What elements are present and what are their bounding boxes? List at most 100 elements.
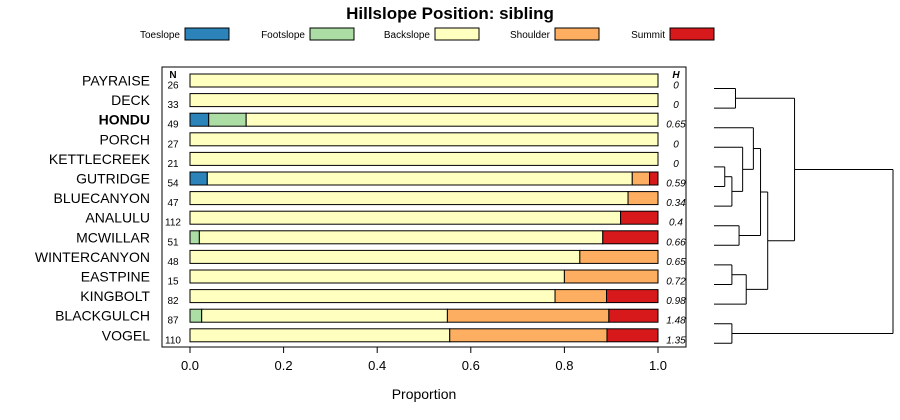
bar-segment-blackgulch-backslope [201, 308, 448, 323]
legend-swatch-backslope [434, 27, 480, 41]
row-label-wintercanyon: WINTERCANYON [35, 249, 150, 265]
bar-segment-gutridge-toeslope [189, 171, 208, 186]
row-n-gutridge: 54 [167, 179, 179, 190]
x-tick-label-1: 0.2 [275, 358, 293, 373]
dendrogram [714, 88, 894, 344]
row-label-eastpine: EASTPINE [81, 269, 150, 285]
row-label-payraise: PAYRAISE [82, 73, 150, 89]
h-column-header: H [672, 70, 680, 81]
bar-segment-hondu-backslope [245, 112, 659, 127]
row-h-mcwillar: 0.66 [666, 237, 686, 248]
bar-segment-analulu-backslope [189, 210, 622, 225]
bar-segment-analulu-summit [620, 210, 659, 225]
x-tick-label-0: 0.0 [181, 358, 199, 373]
chart-title: Hillslope Position: sibling [346, 4, 554, 23]
bar-segment-kingbolt-shoulder [554, 289, 608, 304]
bar-segment-eastpine-backslope [189, 269, 565, 284]
row-n-wintercanyon: 48 [167, 257, 179, 268]
row-h-kingbolt: 0.98 [666, 296, 686, 307]
row-label-blackgulch: BLACKGULCH [55, 308, 150, 324]
bar-segment-kingbolt-backslope [189, 289, 556, 304]
row-n-bluecanyon: 47 [167, 198, 179, 209]
x-tick-label-2: 0.4 [368, 358, 386, 373]
bar-segment-wintercanyon-shoulder [579, 249, 659, 264]
row-label-kingbolt: KINGBOLT [80, 288, 150, 304]
bar-segment-deck-backslope [189, 93, 659, 108]
bar-segment-bluecanyon-backslope [189, 191, 629, 206]
bar-segment-eastpine-shoulder [563, 269, 659, 284]
row-n-eastpine: 15 [167, 277, 179, 288]
row-label-bluecanyon: BLUECANYON [54, 190, 150, 206]
bar-segment-kingbolt-summit [606, 289, 659, 304]
row-h-hondu: 0.65 [666, 120, 686, 131]
row-label-gutridge: GUTRIDGE [76, 171, 150, 187]
row-label-vogel: VOGEL [102, 327, 150, 343]
row-n-analulu: 112 [165, 218, 181, 229]
row-label-kettlecreek: KETTLECREEK [49, 151, 151, 167]
bar-segment-blackgulch-footslope [189, 308, 203, 323]
row-n-mcwillar: 51 [167, 237, 179, 248]
plot-panel: N H [161, 66, 687, 348]
row-h-eastpine: 0.72 [666, 277, 686, 288]
legend-label-toeslope: Toeslope [140, 30, 180, 41]
row-n-kettlecreek: 21 [167, 159, 179, 170]
panel-border [161, 66, 687, 348]
category-rows: PAYRAISE 26 0 DECK 33 0 HONDU 49 0.65 PORCH 27 0 KET… [35, 73, 686, 347]
bar-segment-mcwillar-footslope [189, 230, 200, 245]
x-tick-label-5: 1.0 [649, 358, 667, 373]
bar-segment-hondu-toeslope [189, 112, 210, 127]
row-label-porch: PORCH [99, 131, 150, 147]
bar-segment-porch-backslope [189, 132, 659, 147]
bar-segment-blackgulch-shoulder [446, 308, 610, 323]
row-n-kingbolt: 82 [167, 296, 179, 307]
n-column-header: N [169, 70, 176, 81]
row-label-hondu: HONDU [99, 112, 150, 128]
row-n-deck: 33 [167, 100, 179, 111]
bar-segment-payraise-backslope [189, 73, 659, 88]
bar-segment-kettlecreek-backslope [189, 151, 659, 166]
legend-swatch-shoulder [554, 27, 600, 41]
row-h-wintercanyon: 0.65 [666, 257, 686, 268]
bar-segment-mcwillar-backslope [198, 230, 604, 245]
row-h-bluecanyon: 0.34 [666, 198, 686, 209]
row-n-porch: 27 [167, 139, 179, 150]
row-n-blackgulch: 87 [167, 316, 179, 327]
row-h-payraise: 0 [673, 81, 679, 92]
row-h-gutridge: 0.59 [666, 179, 686, 190]
legend: Toeslope Footslope Backslope Shoulder Summit [140, 27, 715, 41]
bar-segment-vogel-shoulder [449, 328, 608, 343]
legend-swatch-summit [669, 27, 715, 41]
row-label-mcwillar: MCWILLAR [76, 229, 150, 245]
row-h-blackgulch: 1.48 [666, 316, 686, 327]
legend-label-shoulder: Shoulder [510, 30, 551, 41]
legend-label-summit: Summit [631, 30, 665, 41]
bar-segment-hondu-footslope [208, 112, 247, 127]
bar-segment-gutridge-backslope [206, 171, 633, 186]
x-tick-label-4: 0.8 [555, 358, 573, 373]
bar-segment-blackgulch-summit [608, 308, 659, 323]
row-n-vogel: 110 [165, 335, 181, 346]
legend-swatch-footslope [309, 27, 355, 41]
x-axis: 0.0 0.2 0.4 0.6 0.8 1.0 [181, 347, 667, 373]
bar-segment-mcwillar-summit [602, 230, 659, 245]
x-tick-label-3: 0.6 [462, 358, 480, 373]
row-label-analulu: ANALULU [85, 210, 150, 226]
row-h-analulu: 0.4 [669, 218, 683, 229]
row-h-porch: 0 [673, 139, 679, 150]
bar-segment-bluecanyon-shoulder [627, 191, 659, 206]
legend-swatch-toeslope [184, 27, 230, 41]
row-h-kettlecreek: 0 [673, 159, 679, 170]
bar-segment-vogel-summit [606, 328, 659, 343]
row-h-vogel: 1.35 [666, 335, 686, 346]
row-h-deck: 0 [673, 100, 679, 111]
bar-segment-vogel-backslope [189, 328, 451, 343]
x-axis-label: Proportion [392, 386, 457, 402]
bar-segment-gutridge-summit [649, 171, 659, 186]
legend-label-backslope: Backslope [384, 30, 431, 41]
legend-label-footslope: Footslope [261, 30, 305, 41]
row-n-hondu: 49 [167, 120, 179, 131]
row-n-payraise: 26 [167, 81, 179, 92]
bar-segment-gutridge-shoulder [631, 171, 651, 186]
bar-segment-wintercanyon-backslope [189, 249, 581, 264]
